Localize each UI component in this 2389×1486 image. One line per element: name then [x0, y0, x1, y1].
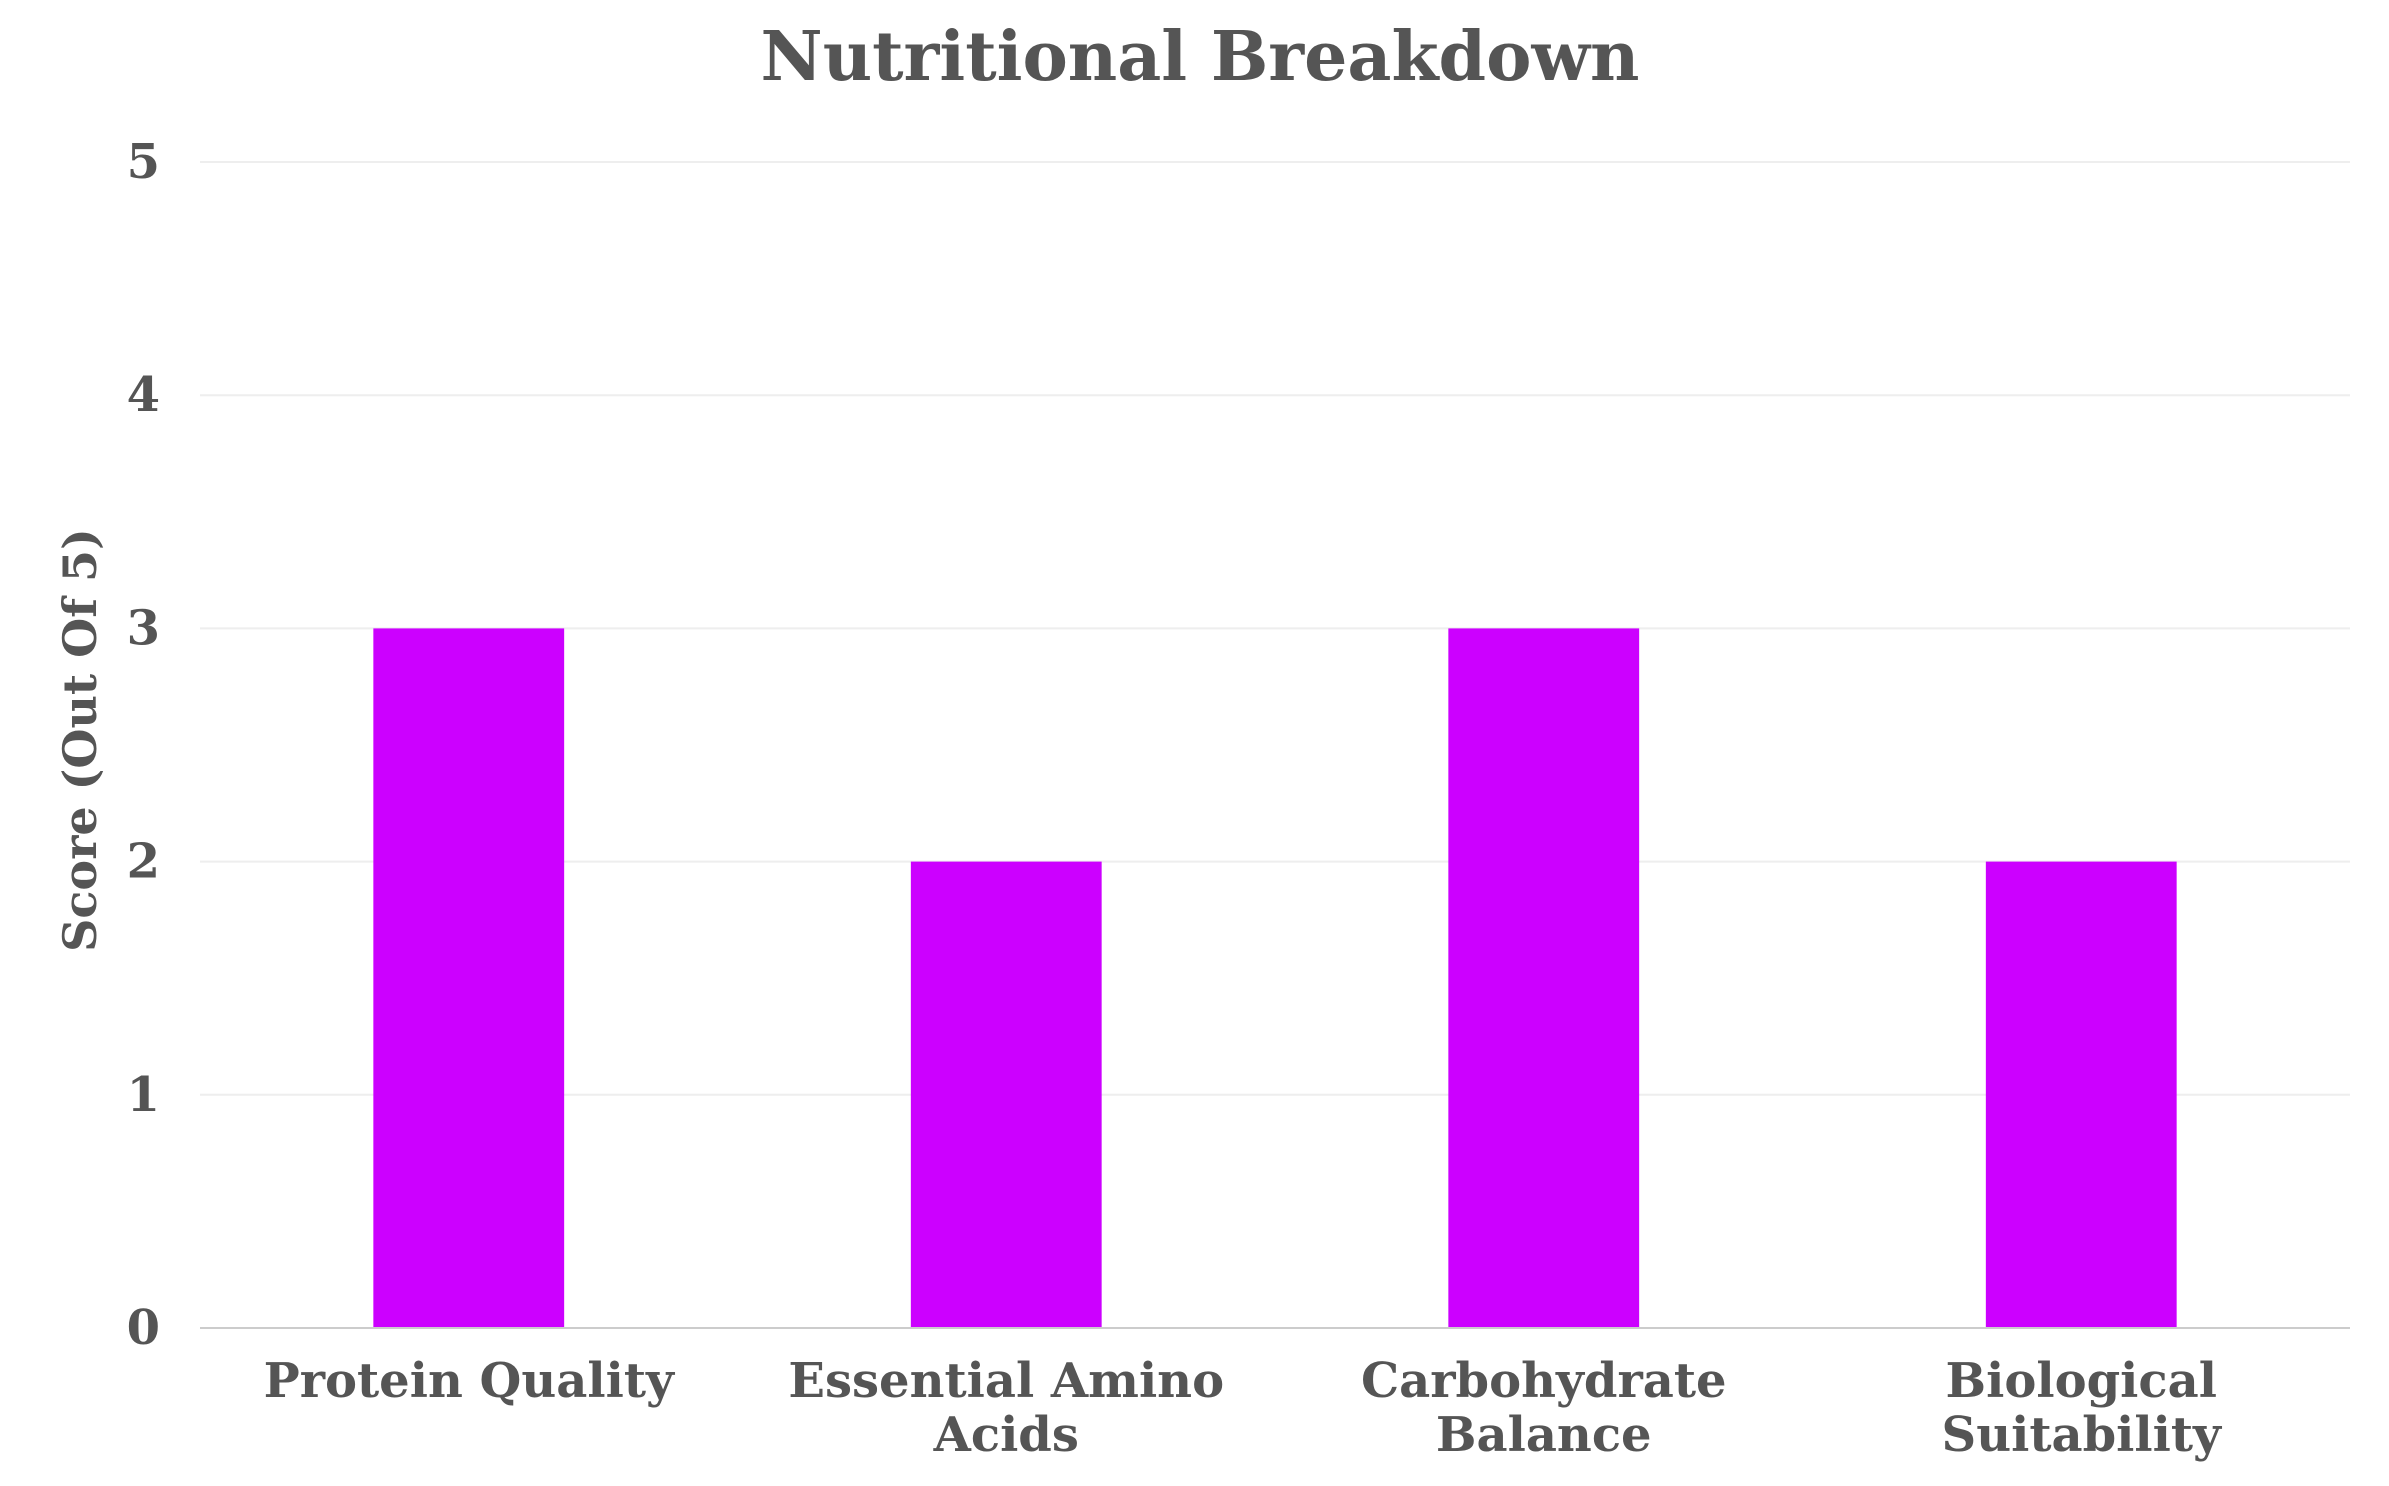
x-tick-label-line: Essential Amino	[788, 1353, 1224, 1409]
x-tick-label-line: Acids	[933, 1407, 1079, 1463]
y-tick-label: 0	[127, 1300, 160, 1356]
chart-title: Nutritional Breakdown	[761, 17, 1640, 97]
bar-1	[910, 861, 1102, 1328]
x-tick-label-line: Protein Quality	[264, 1353, 676, 1409]
x-tick-label-line: Carbohydrate	[1361, 1353, 1727, 1409]
bar-2	[1448, 628, 1640, 1328]
y-tick-label: 5	[127, 134, 160, 190]
x-tick-label-line: Balance	[1436, 1407, 1652, 1463]
x-tick-label-line: Suitability	[1942, 1407, 2224, 1463]
bar-3	[1985, 861, 2177, 1328]
y-tick-label: 2	[127, 834, 160, 890]
x-tick-label: Essential Amino Acids	[788, 1353, 1224, 1463]
x-tick-label-line: Biological	[1946, 1353, 2217, 1409]
x-tick-label: Biological Suitability	[1942, 1353, 2224, 1463]
x-tick-label: Carbohydrate Balance	[1361, 1353, 1727, 1463]
bars	[373, 628, 2177, 1328]
x-axis-ticks: Protein Quality Essential Amino Acids Carbo…	[264, 1353, 2223, 1463]
y-tick-label: 1	[127, 1067, 160, 1123]
y-axis-title: Score (Out Of 5)	[53, 528, 107, 952]
bar-0	[373, 628, 565, 1328]
y-tick-label: 4	[127, 367, 160, 423]
y-axis-ticks: 0 1 2 3 4 5	[127, 134, 160, 1356]
x-tick-label: Protein Quality	[264, 1353, 676, 1409]
y-tick-label: 3	[127, 600, 160, 656]
